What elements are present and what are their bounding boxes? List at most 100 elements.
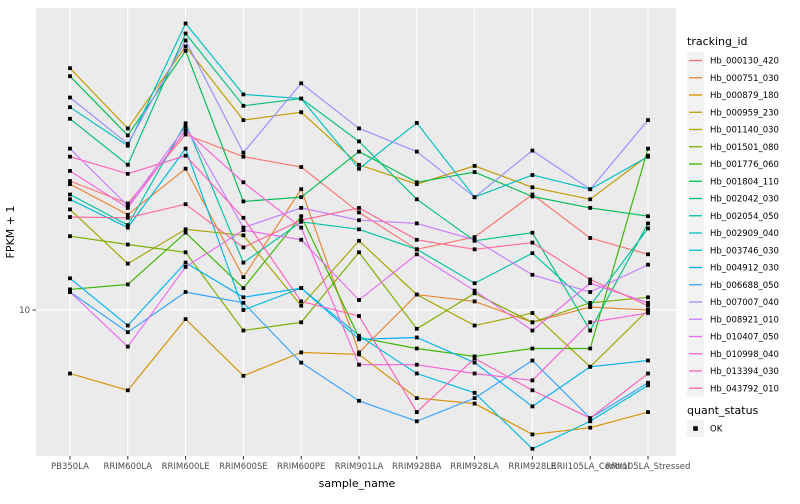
data-point xyxy=(299,286,304,290)
data-point xyxy=(357,218,361,223)
data-point xyxy=(588,277,593,282)
data-point xyxy=(241,308,246,312)
x-tick-label: RRIM600LA xyxy=(103,462,152,472)
data-point xyxy=(530,358,535,363)
data-point xyxy=(530,230,535,235)
data-point xyxy=(125,323,130,328)
legend-entry: Hb_006688_050 xyxy=(687,276,779,294)
data-point xyxy=(588,281,593,286)
x-tick-label: RRII105LA_Stressed xyxy=(606,462,691,472)
data-point xyxy=(68,154,72,159)
data-point xyxy=(68,197,72,202)
data-point xyxy=(125,141,130,146)
data-point xyxy=(414,362,419,367)
data-point xyxy=(125,282,130,287)
data-point xyxy=(530,251,535,256)
data-point xyxy=(472,237,477,242)
data-point xyxy=(183,48,188,53)
data-point xyxy=(241,154,246,159)
data-point xyxy=(646,308,650,312)
data-point xyxy=(183,317,188,321)
data-point xyxy=(357,298,361,302)
data-point xyxy=(646,226,650,231)
legend-entry-label: Hb_043792_010 xyxy=(710,384,779,394)
data-point xyxy=(125,143,130,148)
legend-entry: Hb_001776_060 xyxy=(687,155,779,173)
data-point xyxy=(68,74,72,79)
data-point xyxy=(241,118,246,122)
legend-tracking-title: tracking_id xyxy=(687,35,748,48)
data-point xyxy=(414,371,419,376)
data-point xyxy=(299,187,304,192)
data-point xyxy=(646,410,650,414)
data-point xyxy=(125,242,130,247)
data-point xyxy=(357,210,361,215)
data-point xyxy=(183,290,188,294)
legend-entry-label: Hb_003746_030 xyxy=(710,246,779,256)
legend-entry-label: Hb_000959_230 xyxy=(710,108,779,118)
data-point xyxy=(125,225,130,230)
data-point xyxy=(472,164,477,168)
data-point xyxy=(357,206,361,210)
data-point xyxy=(588,328,593,333)
legend-quant-title: quant_status xyxy=(687,404,759,417)
data-point xyxy=(530,148,535,153)
data-point xyxy=(472,360,477,365)
series-points xyxy=(68,21,650,451)
data-point xyxy=(125,215,130,220)
data-point xyxy=(472,390,477,395)
data-point xyxy=(299,320,304,325)
data-point xyxy=(414,346,419,351)
data-point xyxy=(472,291,477,296)
data-point xyxy=(588,197,593,202)
legend-entry: Hb_002054_050 xyxy=(687,207,779,225)
data-point xyxy=(414,121,419,125)
x-tick-label: RRIM600LE xyxy=(162,462,210,472)
data-point xyxy=(183,38,188,43)
legend-entry: Hb_003746_030 xyxy=(687,241,779,259)
data-point xyxy=(299,299,304,304)
data-point xyxy=(472,281,477,286)
data-point xyxy=(357,337,361,342)
legend-entry-label: Hb_008921_010 xyxy=(710,315,779,325)
data-point xyxy=(241,260,246,265)
data-point xyxy=(414,292,419,297)
data-point xyxy=(357,162,361,167)
data-point xyxy=(299,81,304,86)
data-point xyxy=(646,383,650,388)
data-point xyxy=(125,206,130,210)
data-point xyxy=(530,320,535,325)
axis-ticks xyxy=(32,309,649,460)
legend-entry-label: Hb_006688_050 xyxy=(710,281,779,291)
data-point xyxy=(68,276,72,281)
data-point xyxy=(68,116,72,121)
data-point xyxy=(588,425,593,430)
data-point xyxy=(125,223,130,227)
data-point xyxy=(646,154,650,159)
data-point xyxy=(125,212,130,217)
data-point xyxy=(414,410,419,414)
data-point xyxy=(646,118,650,122)
data-point xyxy=(472,323,477,328)
data-point xyxy=(68,66,72,71)
data-point xyxy=(125,133,130,138)
plot-panel xyxy=(36,8,676,456)
data-point xyxy=(646,262,650,267)
data-point xyxy=(588,364,593,369)
data-point xyxy=(183,202,188,207)
data-point xyxy=(588,346,593,351)
data-point xyxy=(125,171,130,176)
data-point xyxy=(299,350,304,355)
x-tick-label: PB350LA xyxy=(51,462,89,472)
data-point xyxy=(68,290,72,294)
legend-entry: Hb_001140_030 xyxy=(687,121,779,138)
legend-quant-entry: OK xyxy=(687,420,723,437)
data-point xyxy=(414,149,419,154)
data-point xyxy=(414,221,419,226)
data-point xyxy=(414,396,419,400)
data-point xyxy=(588,419,593,424)
data-point xyxy=(241,275,246,279)
data-point xyxy=(299,165,304,169)
